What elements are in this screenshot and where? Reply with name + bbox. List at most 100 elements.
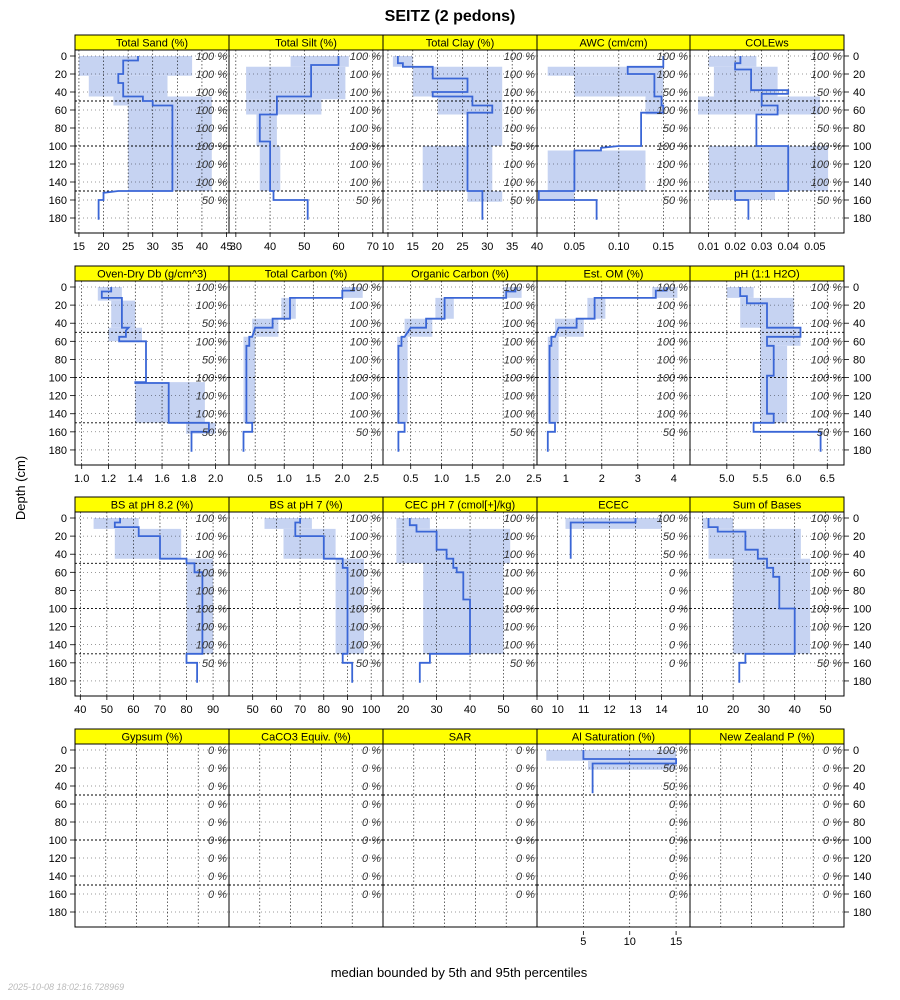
panel-frame (689, 743, 845, 928)
pct-label: 0 % (208, 817, 227, 829)
pct-label: 100 % (350, 177, 381, 189)
pct-label: 100 % (504, 123, 535, 135)
pct-label: 100 % (811, 604, 842, 616)
pct-label: 100 % (350, 531, 381, 543)
pct-label: 50 % (202, 658, 227, 670)
x-tick-label: 60 (127, 704, 139, 716)
pct-label: 100 % (504, 567, 535, 579)
pct-label: 0 % (362, 745, 381, 757)
strip-label: Est. OM (%) (584, 269, 644, 281)
pct-label: 100 % (196, 69, 227, 81)
panel-frame (689, 511, 845, 697)
percentile-band (246, 66, 346, 100)
pct-label: 100 % (350, 640, 381, 652)
pct-label: 50 % (510, 141, 535, 153)
y-tick-label: 120 (853, 391, 871, 403)
pct-label: 0 % (208, 889, 227, 901)
percentile-band (467, 114, 503, 146)
y-tick-label: 80 (55, 354, 67, 366)
x-tick-label: 30 (430, 704, 442, 716)
panel-caco3-equiv: CaCO3 Equiv. (%) 0 % 0 % 0 % 0 % 0 % 0 % 0 % 0 %… (228, 728, 384, 928)
median-line (242, 287, 355, 452)
y-tick-label: 60 (853, 105, 865, 117)
pct-label: 100 % (657, 141, 688, 153)
x-tick-label: 30 (230, 241, 242, 253)
percentile-band (135, 382, 205, 423)
x-tick-label: 1.0 (277, 473, 292, 485)
x-tick-label: 35 (171, 241, 183, 253)
x-tick-label: 2.5 (364, 473, 379, 485)
median-line (258, 56, 340, 220)
pct-label: 100 % (196, 300, 227, 312)
pct-label: 50 % (663, 427, 688, 439)
y-tick-label: 140 (49, 177, 67, 189)
pct-label: 100 % (196, 640, 227, 652)
pct-label: 100 % (350, 373, 381, 385)
pct-label: 100 % (811, 300, 842, 312)
y-tick-label: 80 (55, 817, 67, 829)
pct-label: 0 % (516, 889, 535, 901)
x-tick-label: 40 (464, 704, 476, 716)
pct-label: 100 % (196, 336, 227, 348)
median-line (569, 518, 637, 559)
y-tick-label: 160 (49, 427, 67, 439)
percentile-band (264, 518, 312, 529)
x-tick-label: 4 (671, 473, 677, 485)
pct-label: 100 % (350, 354, 381, 366)
percentile-band (587, 297, 606, 319)
y-tick-label: 40 (853, 781, 865, 793)
y-tick-label: 0 (853, 745, 859, 757)
x-tick-label: 0.04 (778, 241, 799, 253)
pct-label: 100 % (504, 336, 535, 348)
x-tick-label: 40 (196, 241, 208, 253)
pct-label: 50 % (202, 427, 227, 439)
y-tick-label: 20 (853, 531, 865, 543)
pct-label: 100 % (504, 531, 535, 543)
pct-label: 50 % (510, 658, 535, 670)
pct-label: 100 % (657, 745, 688, 757)
pct-label: 100 % (504, 159, 535, 171)
strip-label: pH (1:1 H2O) (734, 269, 799, 281)
y-tick-label: 0 (61, 513, 67, 525)
pct-label: 0 % (669, 604, 688, 616)
pct-label: 100 % (196, 585, 227, 597)
pct-label: 100 % (811, 409, 842, 421)
pct-label: 100 % (811, 531, 842, 543)
y-tick-label: 180 (853, 907, 871, 919)
pct-label: 100 % (657, 51, 688, 63)
panel-sum-of-bases: Sum of Bases 100 % 100 % 100 % 100 % 100 % 100… (689, 496, 845, 716)
x-tick-label: 40 (264, 241, 276, 253)
y-tick-label: 120 (49, 853, 67, 865)
percentile-band (186, 558, 214, 654)
pct-label: 0 % (669, 585, 688, 597)
percentile-band (713, 66, 778, 97)
pct-label: 100 % (811, 373, 842, 385)
pct-label: 50 % (817, 427, 842, 439)
pct-label: 100 % (657, 336, 688, 348)
x-tick-label: 70 (367, 241, 379, 253)
pct-label: 100 % (350, 282, 381, 294)
y-tick-label: 120 (853, 622, 871, 634)
pct-label: 50 % (663, 763, 688, 775)
y-tick-label: 60 (853, 336, 865, 348)
pct-label: 100 % (657, 391, 688, 403)
y-tick-label: 160 (49, 658, 67, 670)
pct-label: 50 % (356, 195, 381, 207)
data-layer (690, 50, 844, 233)
x-tick-label: 40 (531, 241, 543, 253)
pct-label: 100 % (350, 513, 381, 525)
y-tick-label: 20 (853, 69, 865, 81)
x-tick-label: 0.5 (248, 473, 263, 485)
x-tick-label: 30 (758, 704, 770, 716)
pct-label: 50 % (510, 195, 535, 207)
x-tick-label: 40 (74, 704, 86, 716)
x-tick-label: 13 (629, 704, 641, 716)
x-tick-label: 20 (432, 241, 444, 253)
x-tick-label: 50 (497, 704, 509, 716)
y-tick-label: 60 (853, 799, 865, 811)
y-tick-label: 80 (55, 123, 67, 135)
pct-label: 100 % (811, 141, 842, 153)
pct-label: 100 % (196, 373, 227, 385)
y-tick-label: 80 (853, 817, 865, 829)
pct-label: 100 % (350, 123, 381, 135)
